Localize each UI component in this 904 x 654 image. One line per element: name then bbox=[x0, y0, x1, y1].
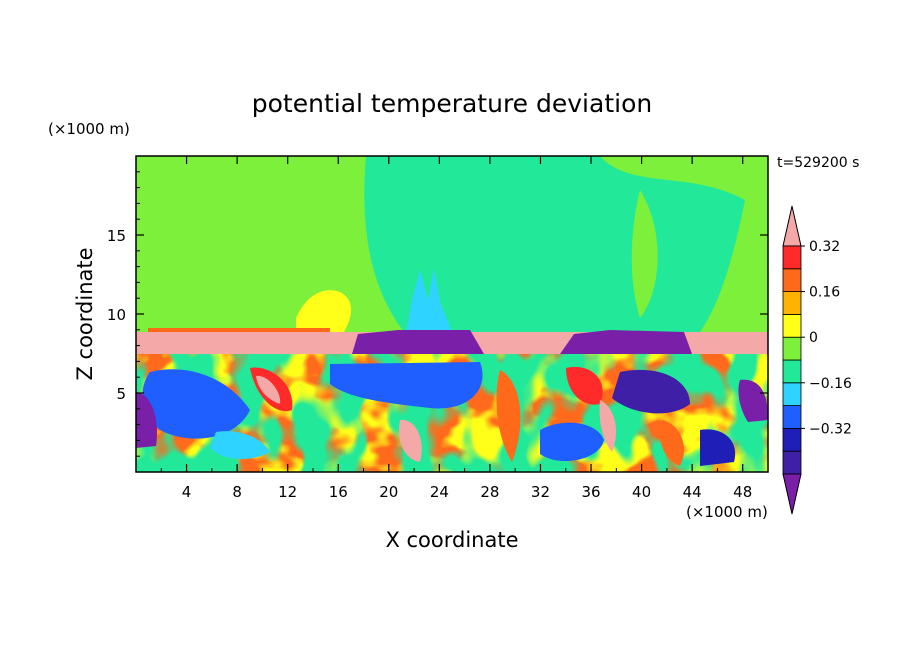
purple-cap-1 bbox=[352, 330, 484, 354]
x-tick-label: 28 bbox=[480, 483, 499, 501]
heatmap-field bbox=[136, 156, 768, 472]
x-tick-label: 8 bbox=[232, 483, 242, 501]
colorbar-label: 0.16 bbox=[809, 285, 840, 301]
x-tick-label: 32 bbox=[531, 483, 550, 501]
x-axis-label: X coordinate bbox=[385, 528, 518, 552]
colorbar-box bbox=[782, 359, 802, 384]
colorbar-box bbox=[782, 313, 802, 338]
upper-green-plume bbox=[631, 190, 658, 318]
colorbar: 0.32 0.16 0 −0.16 −0.32 bbox=[782, 205, 852, 515]
colorbar-label: −0.32 bbox=[809, 421, 852, 437]
cyan-jet bbox=[406, 268, 452, 332]
colorbar-box bbox=[782, 450, 802, 475]
y-axis: 5 10 15 bbox=[107, 171, 768, 457]
time-label: t=529200 s bbox=[777, 155, 859, 171]
yellow-patch bbox=[296, 290, 351, 332]
x-tick-label: 4 bbox=[182, 483, 192, 501]
x-tick-label: 16 bbox=[329, 483, 348, 501]
x-unit-label: (×1000 m) bbox=[686, 503, 768, 521]
x-tick-label: 20 bbox=[379, 483, 398, 501]
colorbar-label: −0.16 bbox=[809, 376, 852, 392]
y-tick-label: 5 bbox=[116, 385, 126, 403]
x-tick-label: 48 bbox=[733, 483, 752, 501]
colorbar-label: 0.32 bbox=[809, 239, 840, 255]
colorbar-box bbox=[782, 427, 802, 452]
y-axis-label: Z coordinate bbox=[73, 247, 97, 380]
colorbar-arrow-top bbox=[782, 205, 802, 247]
x-tick-label: 12 bbox=[278, 483, 297, 501]
y-tick-label: 15 bbox=[107, 227, 126, 245]
x-tick-label: 44 bbox=[683, 483, 702, 501]
x-axis: 4 8 12 16 20 24 28 32 36 40 44 48 bbox=[160, 156, 752, 501]
colorbar-box bbox=[782, 268, 802, 292]
x-tick-label: 36 bbox=[581, 483, 600, 501]
colorbar-label: 0 bbox=[809, 330, 818, 346]
x-tick-label: 24 bbox=[430, 483, 449, 501]
purple-cap-2 bbox=[560, 330, 692, 354]
y-unit-label: (×1000 m) bbox=[48, 120, 130, 138]
chart-title: potential temperature deviation bbox=[252, 89, 652, 118]
colorbar-box bbox=[782, 245, 802, 270]
colorbar-box bbox=[782, 336, 802, 361]
colorbar-box bbox=[782, 291, 802, 315]
colorbar-box bbox=[782, 405, 802, 429]
colorbar-arrow-bottom bbox=[782, 473, 802, 515]
y-tick-label: 10 bbox=[107, 306, 126, 324]
x-tick-label: 40 bbox=[632, 483, 651, 501]
colorbar-box bbox=[782, 382, 802, 406]
